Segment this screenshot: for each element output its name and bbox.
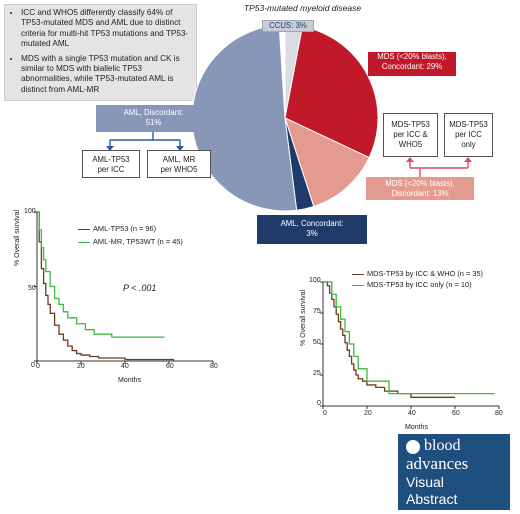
logo-line1: blood [424, 437, 461, 454]
chart1-xtick-80: 80 [210, 363, 218, 370]
chart1-ylabel: % Overall survival [14, 209, 21, 266]
mds-survival-chart [320, 281, 500, 409]
chart2-xtick-20: 20 [364, 410, 372, 417]
blood-advances-logo: blood advances Visual Abstract [398, 434, 510, 510]
mds-split-arrows [406, 157, 472, 177]
chart1-xtick-0: 0 [36, 363, 40, 370]
chart2-xtick-60: 60 [452, 410, 460, 417]
chart2-xtick-40: 40 [408, 410, 416, 417]
chart1-xtick-60: 60 [166, 363, 174, 370]
chart2-legend-swatch-brown [352, 273, 364, 275]
chart2-ytick-75: 75 [313, 308, 321, 315]
chart2-ytick-0: 0 [317, 400, 321, 407]
chart2-legend-mds-icc: MDS-TP53 by ICC only (n = 10) [352, 280, 472, 289]
mds-concordant-label: MDS (<20% blasts), Concordant: 29% [368, 52, 456, 76]
survival-curve-0 [37, 211, 175, 361]
chart1-ytick-0: 0 [31, 362, 35, 369]
aml-discordant-label: AML, Discordant: 51% [96, 105, 211, 132]
aml-concordant-label: AML, Concordant: 3% [257, 215, 367, 244]
pie-slice-1 [284, 26, 379, 159]
logo-line2: advances [406, 454, 469, 473]
chart1-xlabel: Months [118, 377, 141, 384]
logo-line4: Abstract [406, 491, 458, 507]
chart1-legend-aml-tp53: AML-TP53 (n = 96) [78, 224, 156, 233]
chart2-ytick-100: 100 [309, 277, 321, 284]
chart1-pvalue: P < .001 [123, 283, 157, 293]
chart1-xtick-40: 40 [121, 363, 129, 370]
chart1-xtick-20: 20 [77, 363, 85, 370]
logo-line3: Visual [406, 474, 444, 490]
survival-curve-0 [323, 281, 455, 398]
ccus-label: CCUS: 3% [262, 20, 314, 32]
chart2-legend-mds-both: MDS-TP53 by ICC & WHO (n = 35) [352, 269, 483, 278]
chart2-xtick-80: 80 [495, 410, 503, 417]
aml-survival-chart [34, 211, 214, 364]
key-point-2: MDS with a single TP53 mutation and CK i… [21, 54, 190, 96]
key-points-box: ICC and WHO5 differently classify 64% of… [4, 4, 197, 101]
aml-split-arrows [106, 132, 184, 151]
chart2-ylabel: % Overall survival [300, 289, 307, 346]
chart2-ytick-50: 50 [313, 339, 321, 346]
chart1-legend-swatch-brown [78, 228, 90, 230]
chart1-ytick-50: 50 [28, 285, 36, 292]
mds-tp53-icc-who5-box: MDS-TP53 per ICC & WHO5 [383, 113, 438, 157]
pie-slice-2 [284, 117, 370, 208]
chart1-ytick-100: 100 [24, 208, 36, 215]
logo-drop-icon [406, 440, 420, 454]
mds-tp53-icc-only-box: MDS-TP53 per ICC only [444, 113, 493, 157]
chart2-xlabel: Months [405, 424, 428, 431]
mds-discordant-label: MDS (<20% blasts), Discordant: 13% [366, 177, 474, 200]
chart2-xtick-0: 0 [323, 410, 327, 417]
chart1-legend-aml-mr: AML-MR, TP53WT (n = 45) [78, 237, 183, 246]
key-point-1: ICC and WHO5 differently classify 64% of… [21, 8, 190, 50]
survival-curve-1 [323, 281, 495, 395]
survival-curve-1 [37, 211, 165, 338]
chart1-legend-swatch-green [78, 241, 90, 243]
chart2-legend-swatch-green [352, 284, 364, 286]
chart2-ytick-25: 25 [313, 370, 321, 377]
aml-tp53-icc-box: AML-TP53 per ICC [82, 150, 140, 178]
pie-chart [191, 24, 379, 212]
aml-mr-who5-box: AML, MR per WHO5 [147, 150, 211, 178]
diagram-title: TP53-mutated myeloid disease [243, 3, 362, 13]
